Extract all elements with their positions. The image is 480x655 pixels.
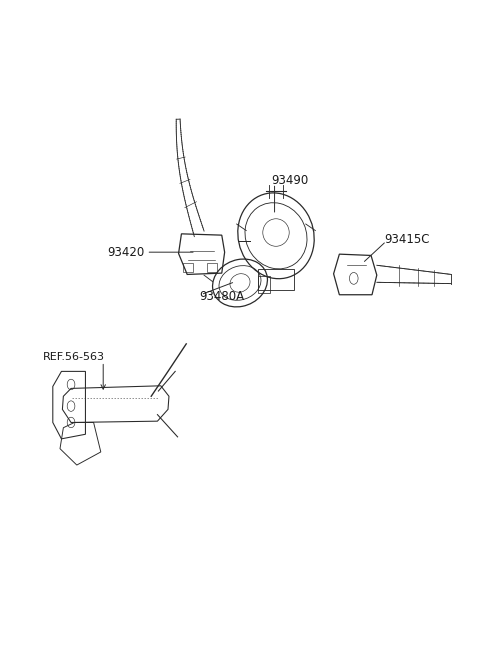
Bar — [258, 269, 294, 290]
Bar — [207, 263, 217, 272]
Text: 93480A: 93480A — [199, 290, 244, 303]
Bar — [258, 276, 270, 293]
Text: 93415C: 93415C — [384, 233, 430, 246]
Text: 93490: 93490 — [271, 174, 309, 187]
Text: REF.56-563: REF.56-563 — [43, 352, 105, 362]
Text: 93420: 93420 — [107, 246, 144, 259]
Bar — [183, 263, 193, 272]
